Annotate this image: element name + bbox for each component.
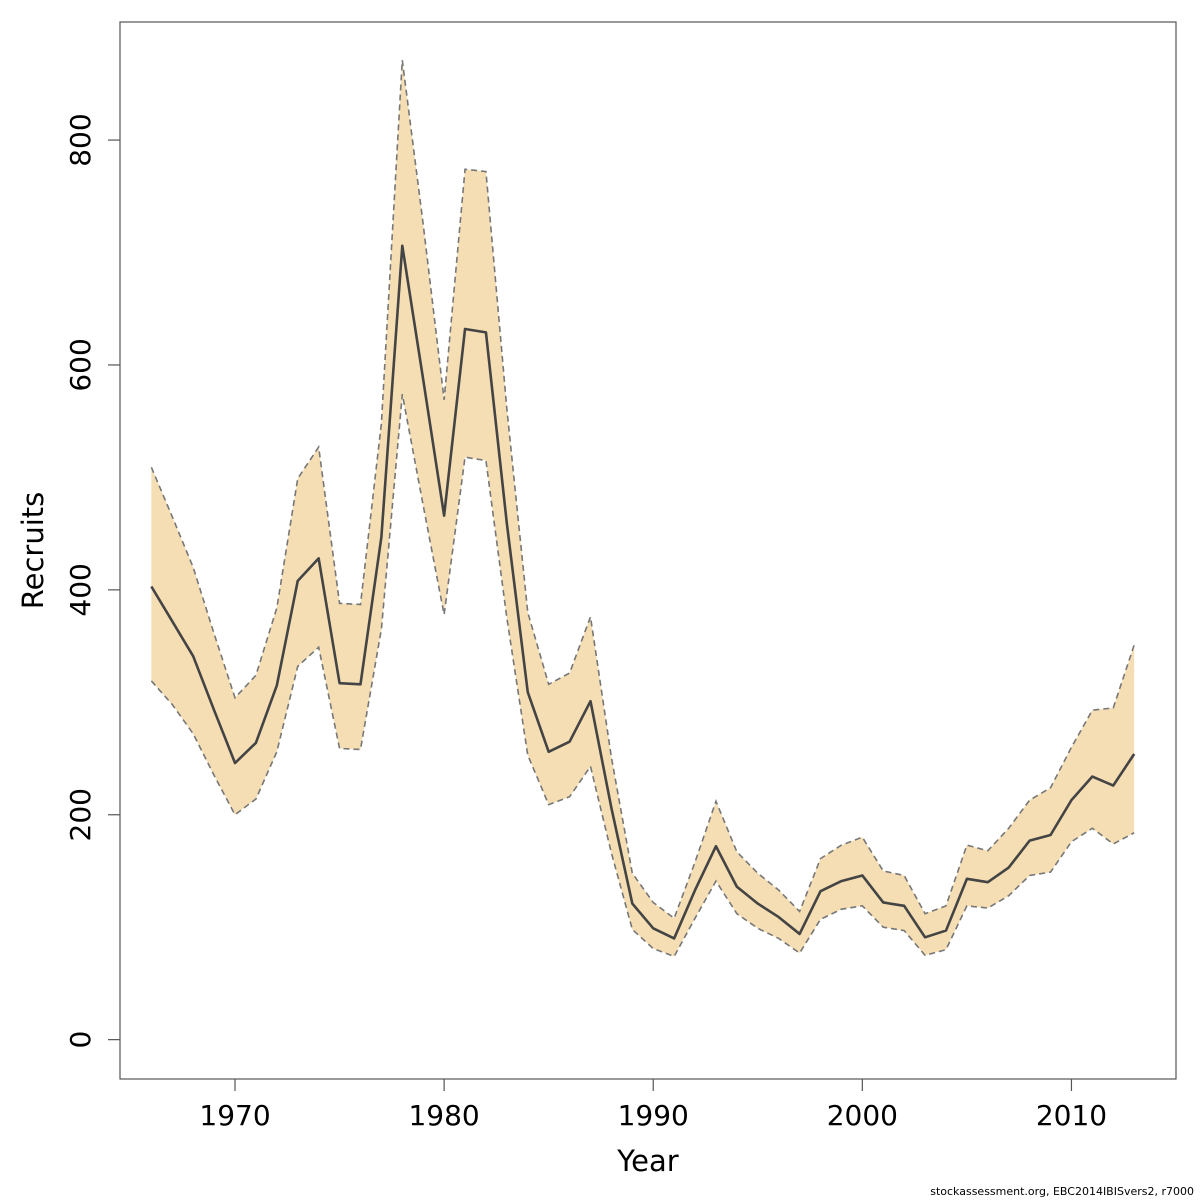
x-axis-title: Year	[616, 1144, 678, 1178]
x-tick-label: 1970	[199, 1099, 270, 1132]
x-tick-label: 2000	[827, 1099, 898, 1132]
y-axis: 0 200 400 600 800	[64, 113, 120, 1049]
series-line-layer	[150, 244, 1136, 940]
x-axis: 1970 1980 1990 2000 2010	[199, 1079, 1107, 1132]
y-tick-label: 600	[64, 338, 97, 391]
plot-frame	[119, 21, 1177, 1080]
credit-text: stockassessment.org, EBC2014IBISvers2, r…	[930, 1185, 1194, 1198]
y-tick-label: 0	[64, 1031, 97, 1049]
lower-bound-line	[150, 394, 1135, 958]
y-tick-label: 200	[64, 788, 97, 841]
y-axis-title: Recruits	[16, 492, 50, 609]
y-tick-label: 800	[64, 113, 97, 166]
y-tick-label: 400	[64, 563, 97, 616]
confidence-band-layer	[150, 60, 1135, 958]
x-tick-label: 1990	[618, 1099, 689, 1132]
x-tick-label: 2010	[1036, 1099, 1107, 1132]
upper-bound-line	[150, 60, 1135, 920]
recruits-line	[150, 244, 1136, 940]
x-tick-label: 1980	[408, 1099, 479, 1132]
confidence-band	[151, 60, 1135, 957]
